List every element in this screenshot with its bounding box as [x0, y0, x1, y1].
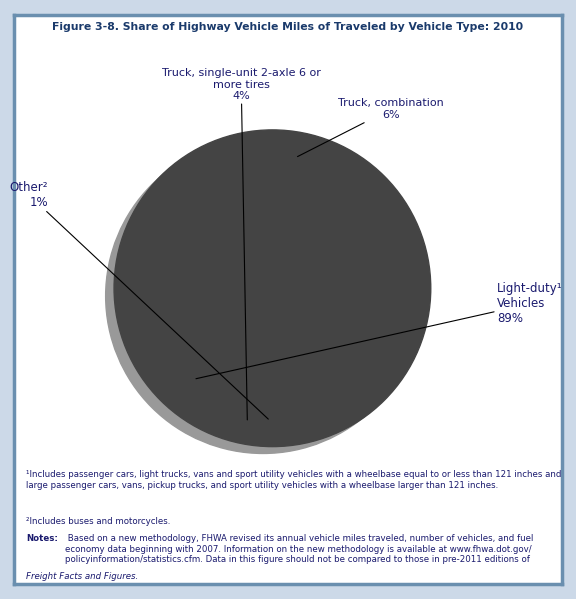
Text: Freight Facts and Figures.: Freight Facts and Figures.: [26, 572, 138, 581]
Wedge shape: [272, 132, 330, 288]
Text: Truck, combination
6%: Truck, combination 6%: [298, 98, 444, 156]
Text: Notes:: Notes:: [26, 534, 58, 543]
Wedge shape: [116, 140, 429, 444]
Circle shape: [114, 130, 431, 447]
Text: Truck, single-unit 2-axle 6 or
more tires
4%: Truck, single-unit 2-axle 6 or more tire…: [162, 68, 321, 420]
Circle shape: [105, 138, 420, 453]
Text: Based on a new methodology, FHWA revised its annual vehicle miles traveled, numb: Based on a new methodology, FHWA revised…: [65, 534, 533, 564]
Wedge shape: [224, 137, 272, 288]
Text: Figure 3-8. Share of Highway Vehicle Miles of Traveled by Vehicle Type: 2010: Figure 3-8. Share of Highway Vehicle Mil…: [52, 22, 524, 32]
Wedge shape: [234, 132, 272, 288]
Text: Light-duty¹
Vehicles
89%: Light-duty¹ Vehicles 89%: [196, 282, 563, 379]
Text: ¹Includes passenger cars, light trucks, vans and sport utility vehicles with a w: ¹Includes passenger cars, light trucks, …: [26, 470, 561, 489]
Text: ²Includes buses and motorcycles.: ²Includes buses and motorcycles.: [26, 517, 170, 526]
Text: Other²
1%: Other² 1%: [9, 181, 268, 419]
